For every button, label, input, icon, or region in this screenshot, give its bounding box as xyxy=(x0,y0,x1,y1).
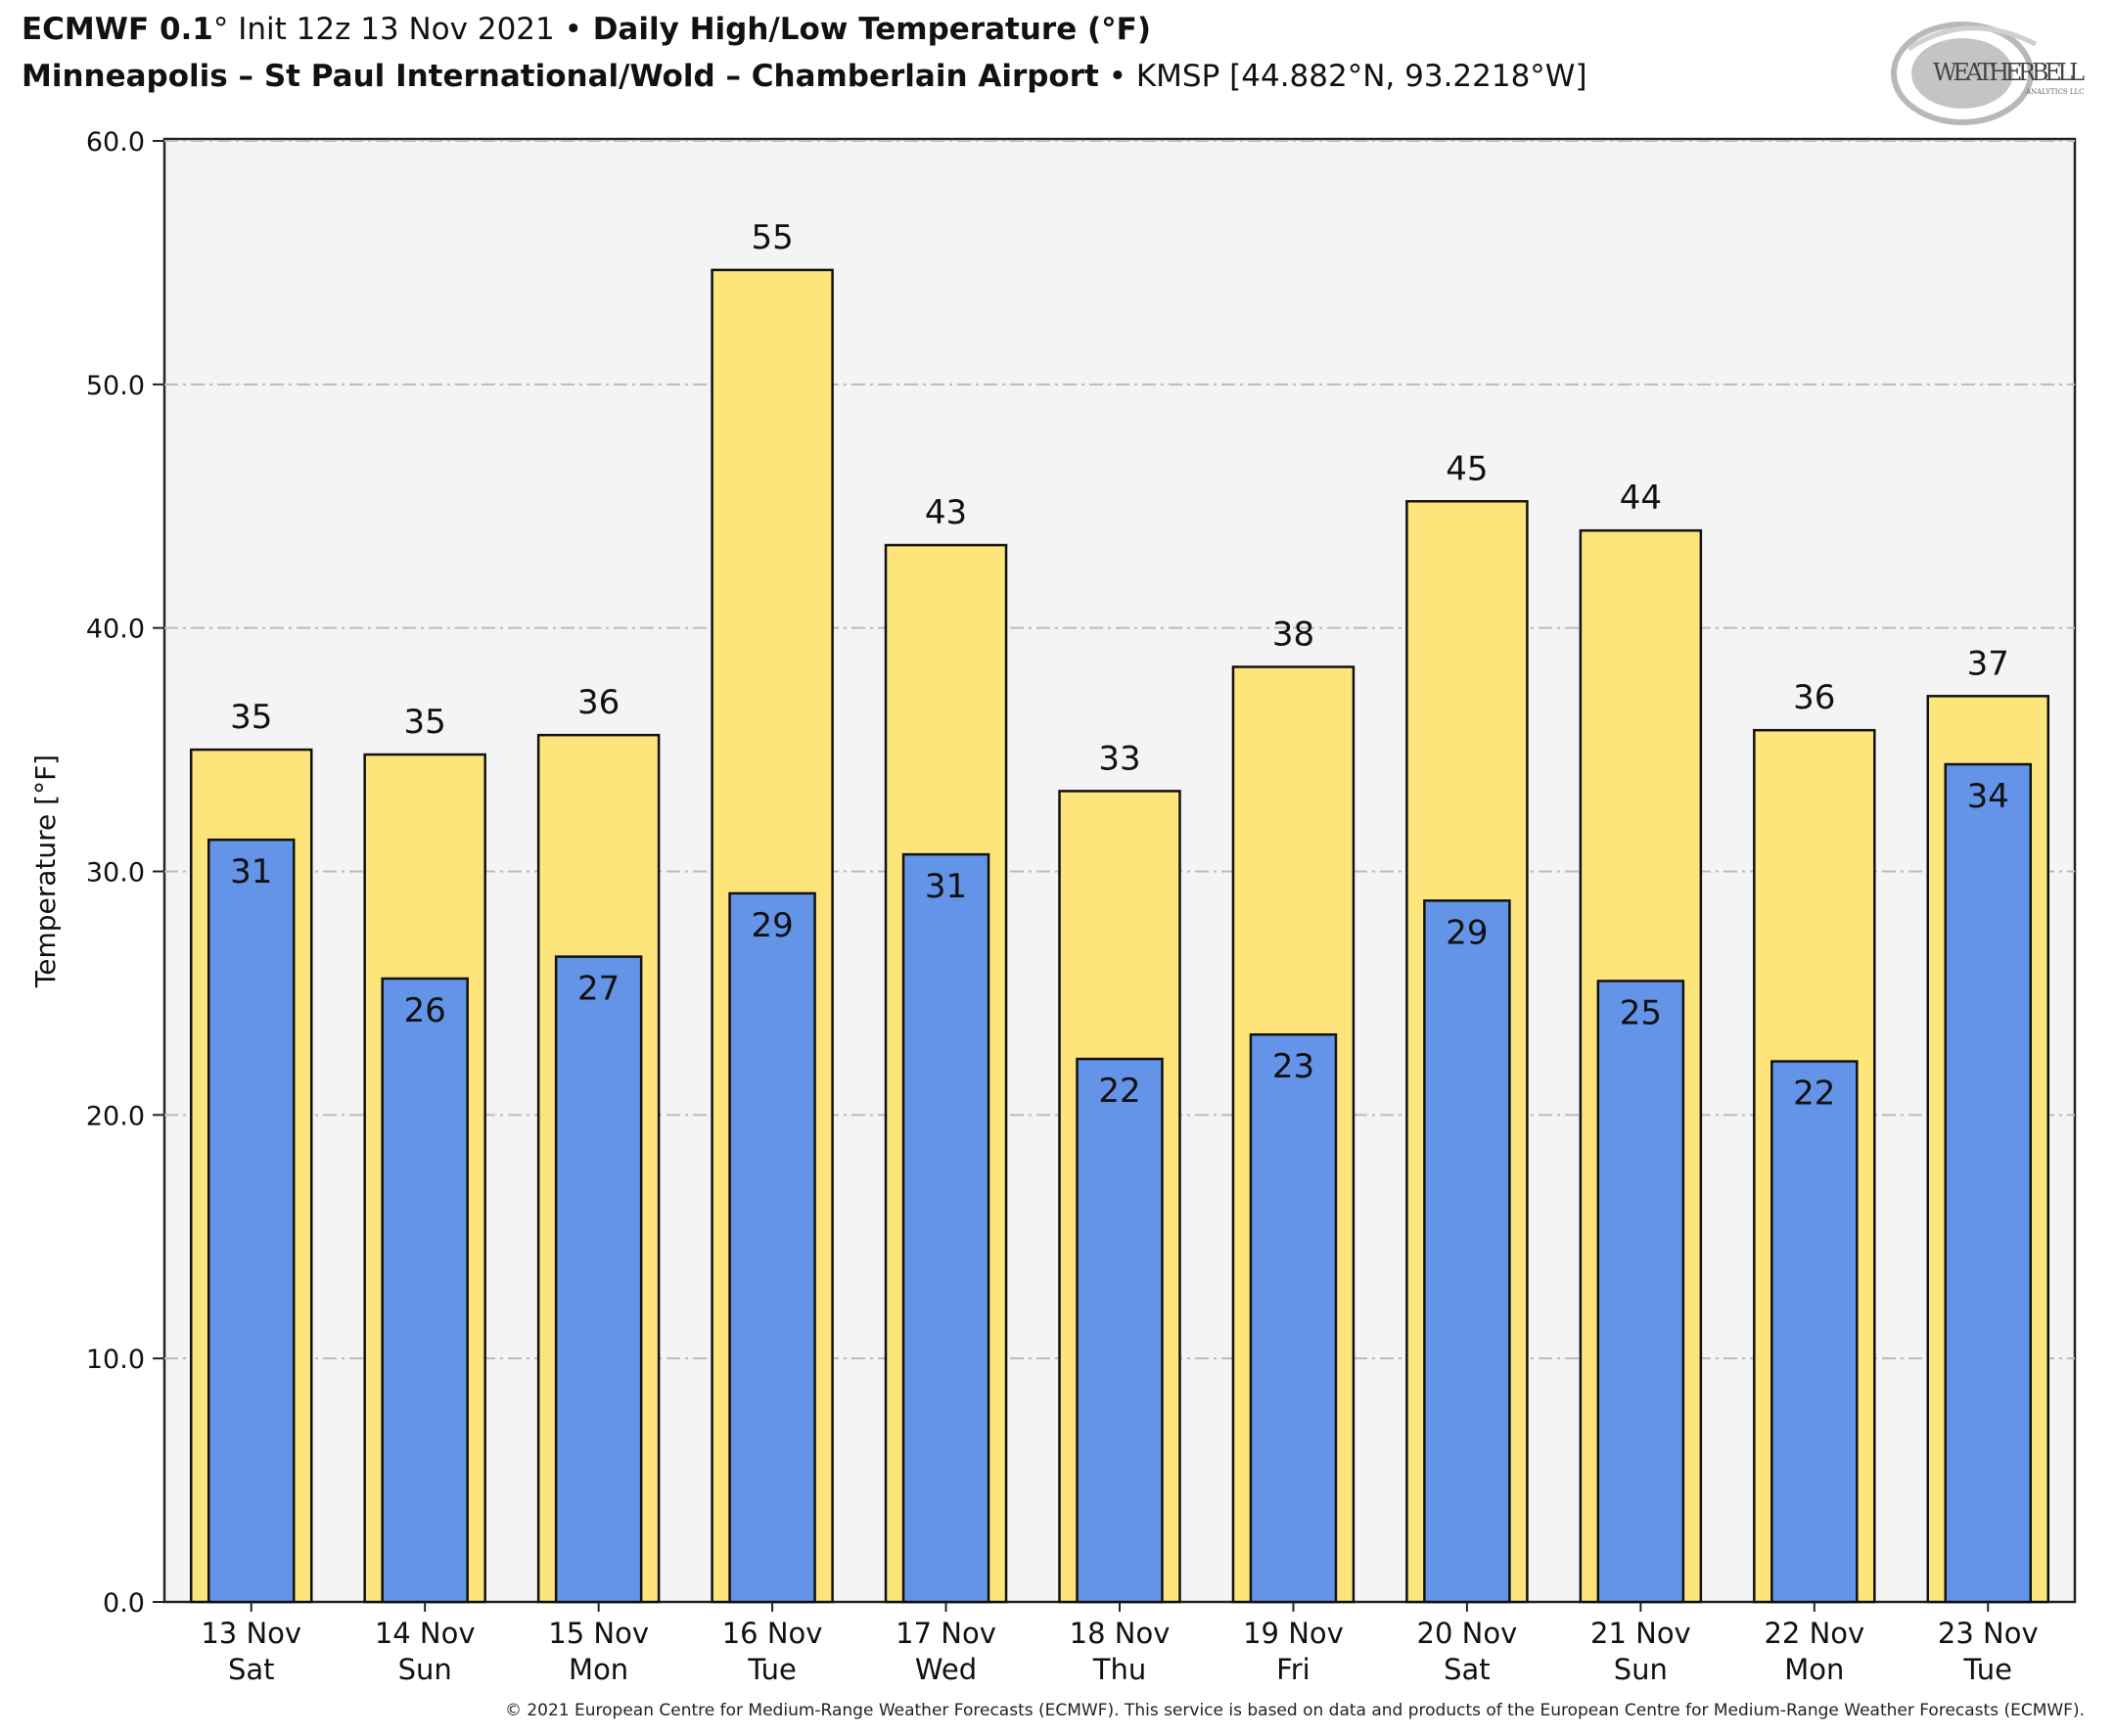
low-temp-label: 22 xyxy=(1098,1072,1140,1111)
weatherbell-logo: WEATHERBELL ANALYTICS LLC xyxy=(1891,22,2085,125)
x-tick-day: Tue xyxy=(747,1653,797,1686)
chart-title-line2: Minneapolis – St Paul International/Wold… xyxy=(22,59,1587,94)
y-tick-label: 40.0 xyxy=(86,615,145,645)
low-temp-label: 31 xyxy=(925,867,967,906)
low-temp-bar xyxy=(381,977,469,1604)
x-tick-day: Sun xyxy=(1614,1653,1668,1686)
low-temp-label: 29 xyxy=(751,906,793,945)
x-tick-date: 21 Nov xyxy=(1590,1617,1691,1650)
x-tick-date: 18 Nov xyxy=(1070,1617,1171,1650)
logo-swirl-outer xyxy=(1891,22,2034,125)
product-name: Daily High/Low Temperature (°F) xyxy=(581,12,1152,47)
low-temp-bar xyxy=(1596,980,1685,1604)
low-temp-bar xyxy=(1076,1057,1164,1604)
low-temp-bar xyxy=(207,838,296,1604)
x-tick-day: Mon xyxy=(1784,1653,1844,1686)
x-tick-day: Tue xyxy=(1962,1653,2012,1686)
high-temp-label: 44 xyxy=(1620,479,1662,518)
bullet: • xyxy=(564,12,582,47)
y-tick-label: 30.0 xyxy=(86,858,145,889)
x-tick-day: Thu xyxy=(1092,1653,1146,1686)
x-tick-date: 19 Nov xyxy=(1243,1617,1344,1650)
station-info: KMSP [44.882°N, 93.2218°W] xyxy=(1126,59,1587,94)
high-temp-label: 33 xyxy=(1098,739,1140,778)
high-temp-label: 43 xyxy=(925,493,967,532)
x-tick-day: Sat xyxy=(228,1653,275,1686)
x-tick-date: 14 Nov xyxy=(375,1617,476,1650)
x-tick-day: Sun xyxy=(398,1653,452,1686)
y-axis-label: Temperature [°F] xyxy=(29,754,62,988)
bullet: • xyxy=(1108,59,1126,94)
low-temp-label: 26 xyxy=(404,991,446,1030)
low-temp-bar xyxy=(728,891,816,1604)
x-tick-date: 17 Nov xyxy=(896,1617,996,1650)
low-temp-bar xyxy=(1423,899,1511,1604)
high-temp-label: 36 xyxy=(577,683,620,722)
high-temp-label: 45 xyxy=(1446,449,1488,488)
low-temp-label: 31 xyxy=(230,852,272,891)
high-temp-label: 37 xyxy=(1967,644,2009,683)
low-temp-bar xyxy=(554,955,643,1604)
x-tick-date: 22 Nov xyxy=(1764,1617,1864,1650)
y-tick-label: 10.0 xyxy=(86,1345,145,1375)
y-tick-label: 50.0 xyxy=(86,371,145,401)
logo-text-sub: ANALYTICS LLC xyxy=(2025,88,2085,96)
low-temp-label: 23 xyxy=(1272,1047,1314,1086)
low-temp-bar xyxy=(901,852,990,1604)
station-name: Minneapolis – St Paul International/Wold… xyxy=(22,59,1099,94)
high-temp-label: 38 xyxy=(1272,615,1314,654)
chart-title-line1: ECMWF 0.1° Init 12z 13 Nov 2021 • Daily … xyxy=(22,12,1151,47)
x-tick-day: Wed xyxy=(915,1653,977,1686)
logo-swirl-arc xyxy=(1907,25,2038,52)
y-tick-label: 20.0 xyxy=(86,1101,145,1131)
y-tick-label: 0.0 xyxy=(103,1588,145,1619)
x-tick-day: Mon xyxy=(569,1653,628,1686)
x-tick-date: 15 Nov xyxy=(548,1617,649,1650)
low-temp-bar xyxy=(1770,1060,1859,1604)
low-temp-label: 27 xyxy=(577,970,620,1009)
low-temp-bar xyxy=(1249,1032,1338,1604)
x-tick-day: Sat xyxy=(1444,1653,1491,1686)
high-temp-label: 35 xyxy=(230,698,272,737)
high-temp-label: 55 xyxy=(751,218,793,257)
model-name: ECMWF 0.1 xyxy=(22,12,213,47)
low-temp-label: 29 xyxy=(1446,913,1488,952)
degree-symbol: ° xyxy=(212,12,229,47)
low-temp-bar xyxy=(1944,762,2033,1604)
copyright-footer: © 2021 European Centre for Medium-Range … xyxy=(504,1701,2085,1720)
low-temp-label: 34 xyxy=(1967,777,2009,816)
low-temp-label: 22 xyxy=(1793,1074,1835,1114)
x-tick-date: 16 Nov xyxy=(722,1617,823,1650)
x-tick-date: 13 Nov xyxy=(201,1617,301,1650)
high-temp-label: 36 xyxy=(1793,678,1835,717)
x-tick-date: 23 Nov xyxy=(1938,1617,2039,1650)
x-tick-date: 20 Nov xyxy=(1417,1617,1518,1650)
high-temp-label: 35 xyxy=(404,703,446,742)
y-tick-label: 60.0 xyxy=(86,127,145,158)
init-time: Init 12z 13 Nov 2021 xyxy=(228,12,565,47)
logo-text-main: WEATHERBELL xyxy=(1933,59,2085,86)
x-tick-day: Fri xyxy=(1276,1653,1310,1686)
low-temp-label: 25 xyxy=(1620,993,1662,1032)
logo-swirl-inner xyxy=(1911,38,2013,109)
